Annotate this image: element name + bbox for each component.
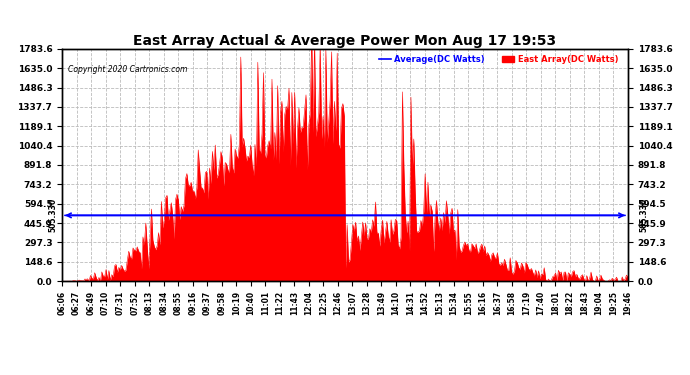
Text: Copyright 2020 Cartronics.com: Copyright 2020 Cartronics.com (68, 65, 187, 74)
Text: 505.330: 505.330 (639, 198, 648, 232)
Text: 505.330: 505.330 (49, 198, 58, 232)
Legend: Average(DC Watts), East Array(DC Watts): Average(DC Watts), East Array(DC Watts) (379, 55, 618, 64)
Title: East Array Actual & Average Power Mon Aug 17 19:53: East Array Actual & Average Power Mon Au… (133, 34, 557, 48)
